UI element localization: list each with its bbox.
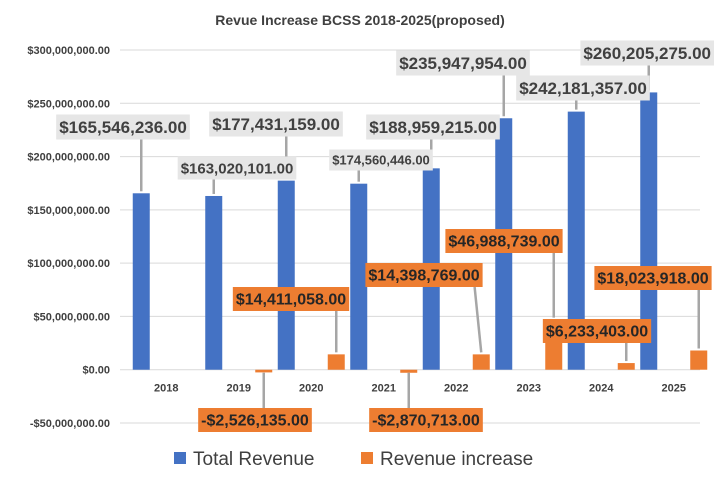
total-revenue-label: $188,959,215.00 <box>366 114 500 140</box>
data-label: -$2,870,713.00 <box>372 413 480 430</box>
label-box <box>365 263 483 287</box>
x-tick-label: 2020 <box>299 383 323 395</box>
total-revenue-bar-2018 <box>132 193 150 370</box>
total-revenue-label: $177,431,159.00 <box>209 111 343 137</box>
label-box <box>580 40 714 66</box>
total-revenue-bar-2024 <box>567 111 585 370</box>
revenue-increase-label: $18,023,918.00 <box>594 266 712 290</box>
legend-item: Total Revenue <box>174 449 314 470</box>
label-box <box>445 229 563 253</box>
legend-item: Revenue increase <box>361 449 533 470</box>
revenue-increase-bar-2025 <box>690 350 708 370</box>
total-revenue-label: $163,020,101.00 <box>177 156 297 180</box>
label-box <box>369 408 483 432</box>
legend: Total Revenue Revenue increase <box>174 449 533 470</box>
data-label: $242,181,357.00 <box>519 79 647 98</box>
label-box <box>542 319 652 343</box>
total-revenue-bar-2019 <box>205 195 223 370</box>
label-leader-line <box>473 286 483 353</box>
data-label: $174,560,446.00 <box>332 153 430 168</box>
label-box <box>396 50 530 76</box>
revenue-increase-bar-2019 <box>255 369 273 373</box>
x-tick-label: 2022 <box>444 383 468 395</box>
x-tick-label: 2018 <box>154 383 178 395</box>
data-label: $165,546,236.00 <box>59 118 187 137</box>
legend-swatch <box>361 452 373 464</box>
data-label: $188,959,215.00 <box>369 118 497 137</box>
total-revenue-label: $235,947,954.00 <box>396 50 530 76</box>
y-tick-label: $100,000,000.00 <box>27 258 110 270</box>
total-revenue-label: $242,181,357.00 <box>516 75 650 101</box>
label-box <box>209 111 343 137</box>
x-axis-ticks: 2018 2019 2020 2021 2022 2023 2024 2025 <box>154 383 686 395</box>
data-label: $163,020,101.00 <box>181 160 294 177</box>
x-tick-label: 2021 <box>372 383 396 395</box>
revenue-increase-label: $14,411,058.00 <box>232 287 350 311</box>
label-box <box>329 149 433 171</box>
data-label: $14,398,769.00 <box>368 268 479 285</box>
revenue-increase-label: $6,233,403.00 <box>542 319 652 343</box>
data-label: $6,233,403.00 <box>546 324 648 341</box>
y-tick-label: $50,000,000.00 <box>34 311 110 323</box>
legend-label: Revenue increase <box>380 449 533 470</box>
revenue-increase-label: -$2,870,713.00 <box>369 408 483 432</box>
label-box <box>594 266 712 290</box>
label-box <box>56 114 190 140</box>
total-revenue-label: $174,560,446.00 <box>329 149 433 171</box>
label-box <box>366 114 500 140</box>
total-revenue-bar-2021 <box>350 183 368 370</box>
y-tick-label: $200,000,000.00 <box>27 152 110 164</box>
total-revenue-label: $165,546,236.00 <box>56 114 190 140</box>
x-tick-label: 2025 <box>662 383 686 395</box>
y-tick-label: -$50,000,000.00 <box>30 418 110 430</box>
x-tick-label: 2019 <box>227 383 251 395</box>
data-label: $260,205,275.00 <box>583 44 711 63</box>
revenue-increase-bar-2021 <box>400 369 418 373</box>
data-label: $177,431,159.00 <box>212 115 340 134</box>
data-label: $235,947,954.00 <box>399 54 527 73</box>
data-labels: $165,546,236.00 $163,020,101.00 $177,431,1… <box>56 40 714 432</box>
y-tick-label: $300,000,000.00 <box>27 45 110 57</box>
revenue-increase-bar-2020 <box>327 354 345 370</box>
chart-title: Revue Increase BCSS 2018-2025(proposed) <box>215 12 504 28</box>
data-label: $46,988,739.00 <box>448 234 559 251</box>
revenue-increase-label: $46,988,739.00 <box>445 229 563 253</box>
label-box <box>516 75 650 101</box>
y-tick-label: $250,000,000.00 <box>27 98 110 110</box>
revenue-increase-label: $14,398,769.00 <box>365 263 483 287</box>
y-axis-ticks: $300,000,000.00 $250,000,000.00 $200,000,0… <box>27 45 110 430</box>
total-revenue-bar-2025 <box>640 92 658 370</box>
y-tick-label: $150,000,000.00 <box>27 205 110 217</box>
revenue-increase-label: -$2,526,135.00 <box>198 408 312 432</box>
data-label: $14,411,058.00 <box>236 292 346 309</box>
data-label: -$2,526,135.00 <box>201 413 309 430</box>
y-tick-label: $0.00 <box>82 365 110 377</box>
label-box <box>232 287 350 311</box>
legend-swatch <box>174 452 186 464</box>
data-label: $18,023,918.00 <box>597 271 708 288</box>
label-box <box>198 408 312 432</box>
x-tick-label: 2023 <box>517 383 541 395</box>
label-box <box>177 156 297 180</box>
x-tick-label: 2024 <box>589 383 614 395</box>
legend-label: Total Revenue <box>193 449 314 470</box>
revenue-increase-bar-2022 <box>472 354 490 370</box>
revenue-increase-bar-2024 <box>617 363 635 370</box>
total-revenue-bar-2020 <box>277 180 295 370</box>
total-revenue-label: $260,205,275.00 <box>580 40 714 66</box>
